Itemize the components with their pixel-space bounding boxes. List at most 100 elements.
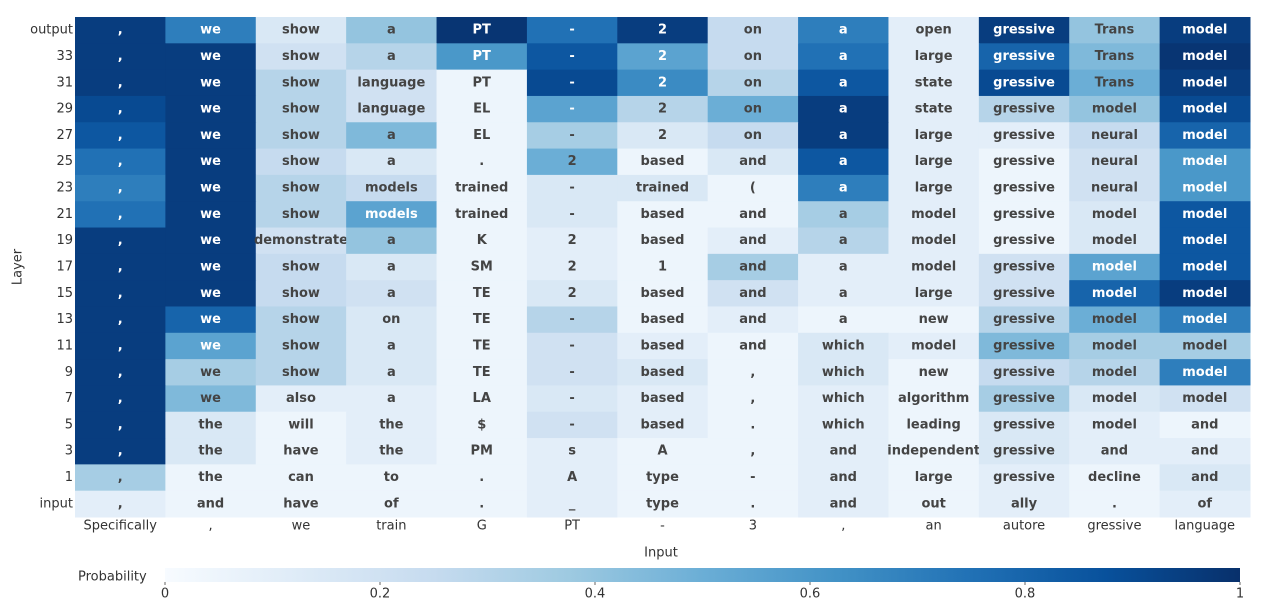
heatmap-cell bbox=[75, 17, 166, 44]
cell-label: which bbox=[822, 338, 865, 353]
heatmap-cell bbox=[1159, 490, 1251, 518]
cell-label: 2 bbox=[568, 233, 577, 248]
cell-label: 1 bbox=[658, 260, 667, 275]
heatmap-cell bbox=[436, 490, 528, 518]
heatmap-cell bbox=[436, 306, 528, 334]
cell-label: , bbox=[118, 496, 123, 511]
heatmap-cell bbox=[75, 359, 166, 386]
cell-label: , bbox=[118, 102, 123, 117]
heatmap-cell bbox=[255, 306, 347, 334]
heatmap-cell bbox=[617, 280, 709, 307]
cell-label: we bbox=[200, 207, 221, 222]
heatmap-cell bbox=[798, 43, 889, 71]
cell-label: PM bbox=[470, 444, 492, 459]
cell-label: _ bbox=[569, 496, 576, 511]
y-tick-label: 33 bbox=[56, 49, 73, 64]
cell-label: model bbox=[1182, 286, 1227, 301]
cell-label: . bbox=[479, 470, 484, 485]
cell-label: gressive bbox=[993, 23, 1055, 38]
cell-label: a bbox=[387, 233, 396, 248]
heatmap-cell bbox=[255, 201, 347, 229]
heatmap-cell bbox=[526, 17, 618, 44]
heatmap-cell bbox=[1159, 359, 1251, 386]
cell-label: , bbox=[750, 365, 755, 380]
colorbar-tick-label: 0.8 bbox=[1015, 587, 1036, 602]
heatmap-cell bbox=[707, 385, 799, 413]
x-tick-label: PT bbox=[564, 519, 580, 534]
cell-label: show bbox=[282, 128, 320, 143]
heatmap-cell bbox=[75, 253, 166, 281]
cell-label: - bbox=[569, 23, 574, 38]
heatmap-cell bbox=[526, 464, 618, 492]
cell-label: and bbox=[830, 496, 857, 511]
cell-label: model bbox=[1182, 102, 1227, 117]
y-tick-label: 23 bbox=[56, 181, 73, 196]
cell-label: of bbox=[384, 496, 399, 511]
cell-label: PT bbox=[473, 75, 492, 90]
cell-label: , bbox=[118, 23, 123, 38]
heatmap-cell bbox=[1069, 359, 1161, 386]
cell-label: type bbox=[646, 496, 679, 511]
x-tick-label: G bbox=[477, 519, 487, 534]
cell-label: model bbox=[1182, 154, 1227, 169]
cell-label: gressive bbox=[993, 75, 1055, 90]
cell-label: model bbox=[1182, 312, 1227, 327]
cell-label: based bbox=[641, 207, 685, 222]
cell-label: gressive bbox=[993, 417, 1055, 432]
cell-label: model bbox=[1092, 338, 1137, 353]
cell-label: based bbox=[641, 417, 685, 432]
cell-label: TE bbox=[473, 365, 491, 380]
cell-label: - bbox=[569, 417, 574, 432]
cell-label: to bbox=[384, 470, 399, 485]
heatmap-cell bbox=[978, 122, 1070, 150]
heatmap-cell bbox=[526, 385, 618, 413]
cell-label: open bbox=[915, 23, 951, 38]
cell-label: and bbox=[1191, 444, 1218, 459]
heatmap-cell bbox=[346, 43, 438, 71]
y-tick-label: 3 bbox=[65, 444, 73, 459]
cell-label: decline bbox=[1088, 470, 1141, 485]
heatmap-cell bbox=[526, 438, 618, 465]
heatmap-cell bbox=[165, 385, 257, 413]
heatmap-cell bbox=[888, 411, 980, 439]
heatmap-cell bbox=[436, 69, 528, 97]
heatmap-cell bbox=[888, 385, 980, 413]
heatmap-cell bbox=[707, 17, 799, 44]
cell-label: gressive bbox=[993, 391, 1055, 406]
heatmap-cell bbox=[346, 201, 438, 229]
heatmap-cell bbox=[1069, 148, 1161, 176]
heatmap-cell bbox=[165, 43, 257, 71]
heatmap-cell bbox=[436, 17, 528, 44]
heatmap-cell bbox=[707, 253, 799, 281]
cell-label: $ bbox=[477, 417, 486, 432]
heatmap-cell bbox=[255, 490, 347, 518]
heatmap-cell bbox=[346, 411, 438, 439]
cell-label: 2 bbox=[568, 260, 577, 275]
cell-label: A bbox=[567, 470, 577, 485]
cell-label: model bbox=[911, 233, 956, 248]
cell-label: gressive bbox=[993, 365, 1055, 380]
heatmap-cell bbox=[255, 174, 347, 202]
cell-label: - bbox=[569, 391, 574, 406]
heatmap-cell bbox=[798, 17, 889, 44]
heatmap-cell bbox=[346, 464, 438, 492]
cell-label: model bbox=[1092, 286, 1137, 301]
cell-label: Trans bbox=[1095, 23, 1135, 38]
heatmap-cell bbox=[1159, 332, 1251, 360]
heatmap-cell bbox=[526, 122, 618, 150]
cell-label: the bbox=[198, 470, 222, 485]
cell-label: demonstrate bbox=[254, 233, 348, 248]
cell-label: on bbox=[744, 75, 762, 90]
heatmap-cell bbox=[1159, 69, 1251, 97]
heatmap-cell bbox=[526, 69, 618, 97]
heatmap-cell bbox=[526, 174, 618, 202]
x-tick-label: , bbox=[209, 519, 213, 534]
heatmap-cell bbox=[255, 122, 347, 150]
heatmap-cell bbox=[1069, 227, 1161, 255]
cell-label: language bbox=[357, 75, 425, 90]
cell-label: s bbox=[568, 444, 576, 459]
heatmap-cell bbox=[707, 201, 799, 229]
y-tick-label: 7 bbox=[65, 391, 73, 406]
cell-label: we bbox=[200, 312, 221, 327]
cell-label: model bbox=[1182, 260, 1227, 275]
